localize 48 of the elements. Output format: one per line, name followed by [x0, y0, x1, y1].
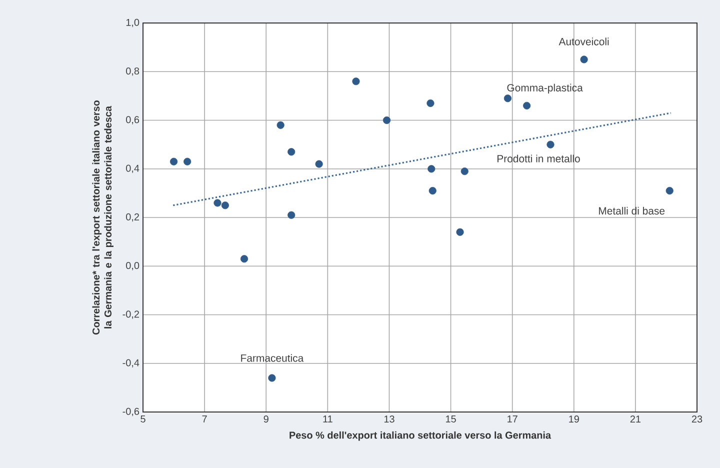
y-tick-label: 0,0 [126, 262, 140, 270]
y-tick-label: 0,2 [126, 213, 139, 222]
point [288, 148, 296, 156]
point [214, 199, 222, 207]
annotation: Farmaceutica [241, 354, 304, 362]
annotation: Prodotti in metallo [497, 154, 580, 162]
x-tick-label: 23 [692, 416, 702, 423]
annotation: Autoveicoli [558, 38, 609, 46]
point [268, 374, 276, 382]
x-tick-label: 9 [264, 416, 268, 423]
point [288, 211, 296, 219]
y-tick-label: 1,0 [126, 18, 140, 28]
x-tick-label: 19 [569, 416, 579, 423]
x-tick-label: 5 [140, 416, 146, 422]
point [546, 140, 554, 148]
annotation: Gomma-plastica [507, 84, 583, 94]
point [580, 56, 588, 64]
point [426, 99, 434, 108]
point [428, 165, 436, 173]
point [352, 78, 360, 86]
point [221, 202, 229, 210]
y-axis-title: Correlazione* tra l'export settoriale italiano verso la Germania e la produzione settoriale tedesca [92, 100, 114, 335]
x-tick-label: 21 [630, 416, 641, 422]
point [456, 228, 464, 236]
y-tick-label: -0,6 [122, 408, 140, 416]
point [523, 102, 531, 110]
point [276, 121, 284, 129]
point [460, 168, 468, 176]
point [240, 255, 248, 263]
point [184, 158, 192, 166]
x-tick-label: 17 [508, 416, 518, 422]
y-tick-label: 0,8 [126, 68, 140, 76]
point [504, 94, 512, 102]
point [315, 160, 323, 168]
x-tick-label: 15 [446, 416, 456, 422]
y-tick-label: 0,6 [126, 116, 140, 124]
y-tick-label: 0,4 [126, 164, 140, 173]
annotation: Metalli di base [599, 206, 665, 215]
x-tick-label: 7 [202, 416, 207, 422]
point [170, 158, 178, 166]
point [428, 186, 436, 195]
x-tick-label: 13 [384, 416, 394, 423]
point [382, 116, 391, 124]
y-tick-label: -0,4 [122, 359, 140, 368]
point [666, 186, 674, 195]
y-tick-label: -0,2 [122, 310, 139, 319]
x-tick-label: 11 [323, 416, 332, 422]
x-axis-title: Peso % dell'export italiano settoriale verso la Germania [290, 431, 552, 441]
